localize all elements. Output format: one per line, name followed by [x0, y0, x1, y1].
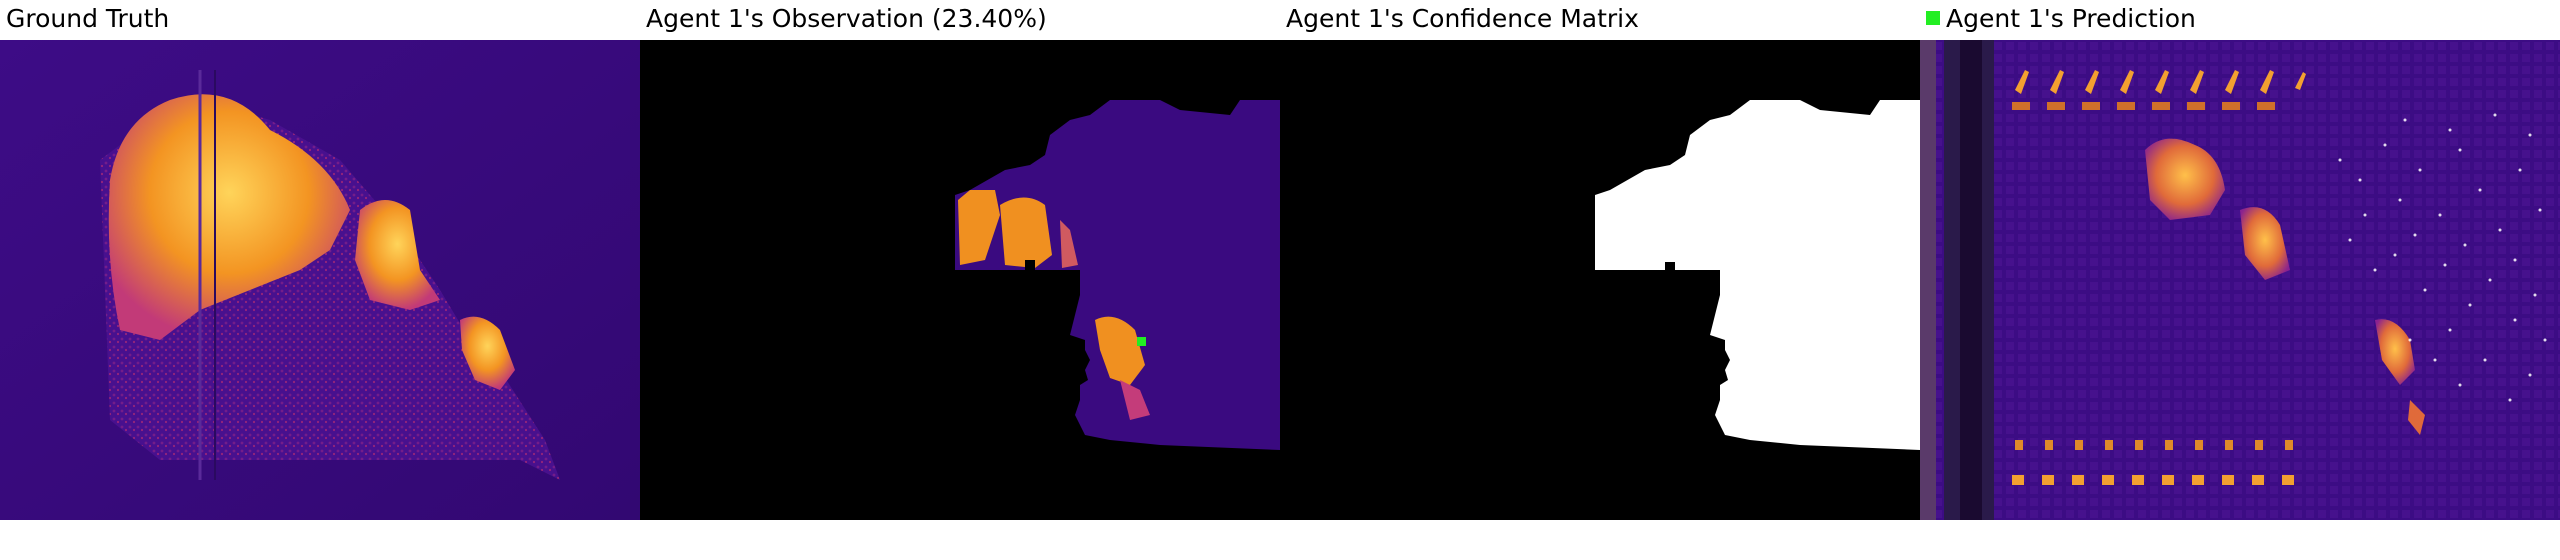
observation-title: Agent 1's Observation (23.40%) — [646, 4, 1047, 33]
confidence-panel: Agent 1's Confidence Matrix — [1280, 0, 1920, 560]
confidence-title: Agent 1's Confidence Matrix — [1286, 4, 1639, 33]
agent-position-marker — [1137, 337, 1146, 346]
observation-panel: Agent 1's Observation (23.40%) — [640, 0, 1280, 560]
prediction-title-text: Agent 1's Prediction — [1946, 4, 2196, 33]
observation-image — [640, 40, 1280, 520]
ground-truth-panel: Ground Truth — [0, 0, 640, 560]
ground-truth-image — [0, 40, 640, 520]
prediction-image — [1920, 40, 2560, 520]
ground-truth-title: Ground Truth — [6, 4, 170, 33]
prediction-panel: Agent 1's Prediction — [1920, 0, 2560, 560]
confidence-image — [1280, 40, 1920, 520]
legend-marker-icon — [1926, 11, 1940, 25]
prediction-title: Agent 1's Prediction — [1926, 4, 2196, 33]
